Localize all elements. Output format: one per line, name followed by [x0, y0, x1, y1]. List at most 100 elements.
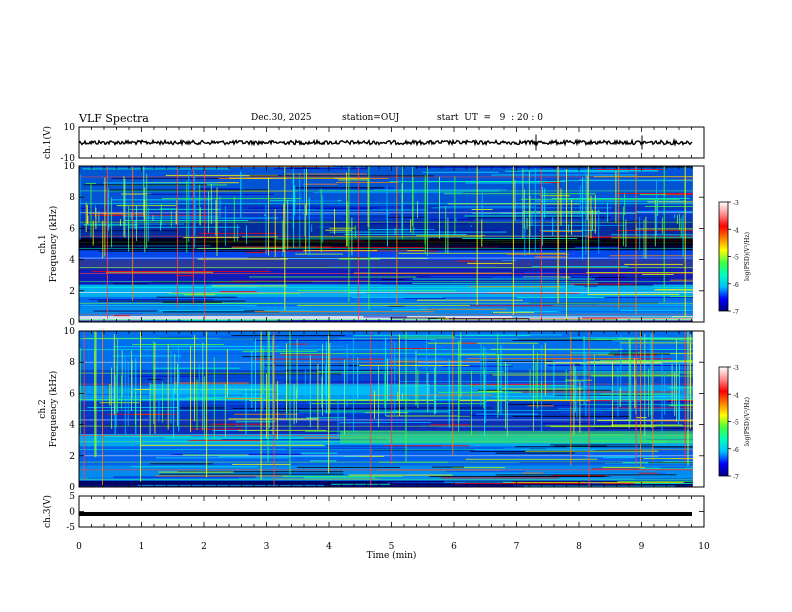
spectral-streak	[542, 423, 657, 425]
spectral-streak	[375, 334, 562, 336]
x-axis-label: Time (min)	[367, 550, 417, 561]
spectral-streak	[152, 281, 312, 283]
spectral-streak	[283, 381, 462, 383]
ch1-colorbar: -3 -4 -5 -6 -7 log(PSD)(V²/Hz)	[718, 200, 751, 316]
spectral-streak	[128, 375, 204, 377]
spectral-streak	[570, 352, 641, 354]
x-tick-label: 7	[514, 542, 520, 552]
spectral-streak	[451, 483, 634, 485]
spectral-streak	[466, 358, 640, 360]
spectral-streak	[285, 369, 394, 371]
spectral-streak	[113, 346, 279, 348]
spectral-streak	[521, 472, 544, 474]
spectral-streak	[235, 421, 276, 423]
ch2-colorbar: -3 -4 -5 -6 -7 log(PSD)(V²/Hz)	[718, 365, 751, 481]
spectral-streak	[190, 428, 243, 430]
spectral-streak	[513, 391, 682, 393]
spectral-streak	[569, 283, 634, 285]
spectral-streak	[184, 294, 216, 296]
spectral-streak	[329, 227, 356, 229]
spectral-streak	[93, 310, 158, 312]
spectral-streak	[131, 466, 258, 468]
spectral-streak	[541, 230, 583, 232]
spectral-streak	[157, 397, 221, 399]
spectral-streak	[165, 174, 278, 176]
spectral-streak	[192, 309, 373, 311]
spectral-streak	[396, 407, 493, 409]
spectral-streak	[639, 468, 693, 470]
spectral-streak	[566, 446, 590, 448]
spectral-streak	[596, 169, 663, 170]
colorbar-tick-label: -4	[733, 392, 739, 399]
spectral-streak	[495, 474, 677, 476]
spectral-streak	[330, 266, 492, 268]
spectral-streak	[407, 338, 437, 340]
spectral-streak	[415, 166, 560, 168]
spectral-streak	[412, 278, 595, 280]
waveform-trace	[78, 137, 693, 147]
spectral-streak	[296, 466, 400, 468]
spectral-streak	[550, 444, 653, 446]
spectral-streak	[390, 317, 446, 319]
colorbar-tick-label: -4	[733, 227, 739, 234]
spectral-streak	[112, 355, 182, 357]
spectral-streak	[295, 425, 421, 427]
spectral-streak	[158, 471, 234, 473]
spectral-streak	[467, 262, 513, 264]
spectral-streak	[640, 401, 693, 403]
spectral-streak	[669, 295, 693, 297]
spectral-streak	[306, 417, 347, 419]
spectral-streak	[111, 177, 247, 179]
spectral-streak	[398, 252, 567, 254]
spectral-streak	[602, 466, 645, 468]
y-tick-label: 2	[69, 452, 75, 462]
spectral-streak	[155, 475, 289, 477]
spectral-streak	[609, 255, 693, 257]
spectral-streak	[500, 212, 608, 214]
spectral-streak	[310, 460, 337, 462]
waveform-trace	[79, 511, 692, 516]
spectral-streak	[442, 318, 618, 320]
spectral-streak	[512, 415, 630, 417]
spectral-streak	[164, 437, 304, 439]
spectral-streak	[353, 272, 512, 274]
spectral-streak	[79, 207, 92, 209]
y-tick-label: 4	[69, 256, 75, 266]
spectral-streak	[313, 192, 464, 194]
spectral-streak	[175, 373, 341, 375]
spectral-streak	[605, 475, 693, 477]
spectral-streak	[389, 181, 548, 183]
spectral-streak	[188, 439, 261, 441]
spectral-streak	[631, 385, 678, 387]
spectral-streak	[87, 407, 178, 408]
spectral-streak	[80, 305, 257, 307]
spectral-streak	[508, 399, 591, 401]
colorbar-tick-label: -6	[733, 447, 739, 454]
colorbar-gradient	[718, 201, 729, 312]
spectral-streak	[527, 224, 625, 226]
ch2-spectrogram-panel: 0 2 4 6 8 10 ch.2 Frequency (kHz)	[38, 327, 705, 493]
spectral-streak	[338, 258, 381, 260]
spectral-streak	[269, 320, 402, 322]
spectral-streak	[370, 423, 431, 425]
spectral-streak	[521, 169, 658, 171]
spectral-streak	[132, 344, 224, 345]
spectral-streak	[542, 166, 693, 168]
spectral-streak	[465, 182, 552, 184]
x-tick-label: 5	[389, 542, 395, 552]
spectral-streak	[290, 343, 308, 345]
y-tick-label: -5	[66, 523, 75, 533]
spectral-streak	[199, 188, 241, 190]
spectral-streak	[469, 286, 561, 288]
spectral-streak	[159, 473, 344, 475]
spectral-streak	[123, 174, 165, 176]
spectral-streak	[113, 315, 131, 317]
spectral-streak	[199, 232, 277, 234]
spectral-streak	[384, 385, 574, 387]
spectral-streak	[363, 316, 407, 318]
spectral-streak	[183, 319, 278, 321]
spectral-streak	[293, 187, 384, 189]
spectral-streak	[388, 305, 405, 307]
x-tick-label: 0	[76, 542, 82, 552]
